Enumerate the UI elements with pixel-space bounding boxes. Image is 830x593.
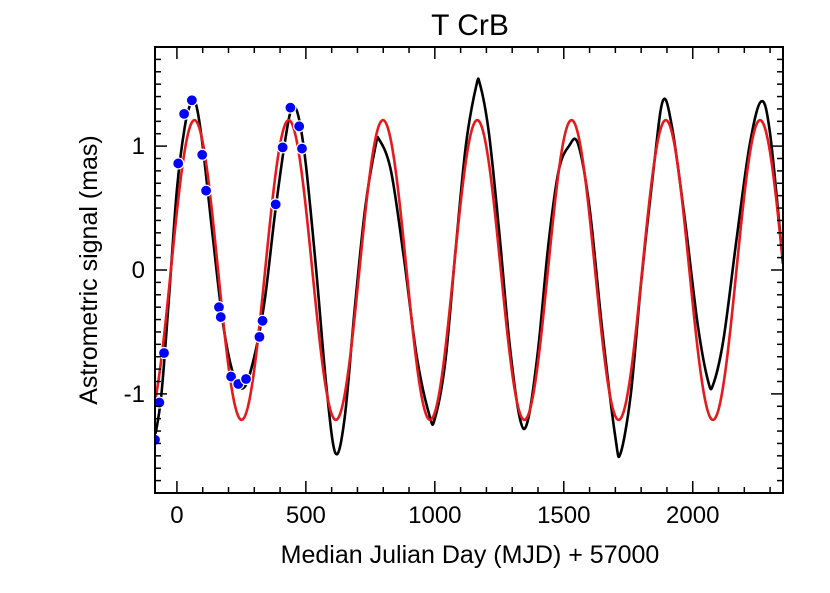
y-tick-label: -1 (124, 381, 145, 408)
data-layer (155, 77, 783, 459)
x-tick-label: 2000 (666, 502, 719, 529)
data-point (293, 120, 306, 133)
data-point (224, 370, 238, 383)
x-tick-label: 0 (170, 502, 183, 529)
data-point (199, 184, 213, 197)
data-point (157, 346, 171, 360)
x-tick-label: 1500 (537, 502, 590, 529)
y-tick-label: 0 (132, 257, 145, 284)
data-point (155, 433, 162, 446)
x-tick-label: 500 (286, 502, 326, 529)
data-point (178, 107, 191, 121)
plot-area: 0 500 1000 1500 2000 -1 0 1 (124, 46, 784, 529)
data-point (256, 314, 269, 327)
data-point (196, 148, 209, 161)
data-point (239, 372, 253, 386)
data-point (276, 141, 289, 154)
x-tick-label: 1000 (408, 502, 461, 529)
y-axis-label: Astrometric signal (mas) (75, 135, 103, 405)
data-point (185, 94, 198, 107)
data-point (284, 101, 297, 114)
x-axis-label: Median Julian Day (MJD) + 57000 (281, 541, 660, 569)
y-tick-label: 1 (132, 133, 145, 160)
data-point (214, 310, 227, 324)
data-point (253, 330, 266, 343)
data-point (155, 396, 166, 409)
data-point (172, 157, 185, 170)
chart-title: T CrB (431, 9, 509, 42)
data-point (212, 301, 226, 314)
data-point (269, 198, 282, 211)
data-point (295, 142, 309, 155)
